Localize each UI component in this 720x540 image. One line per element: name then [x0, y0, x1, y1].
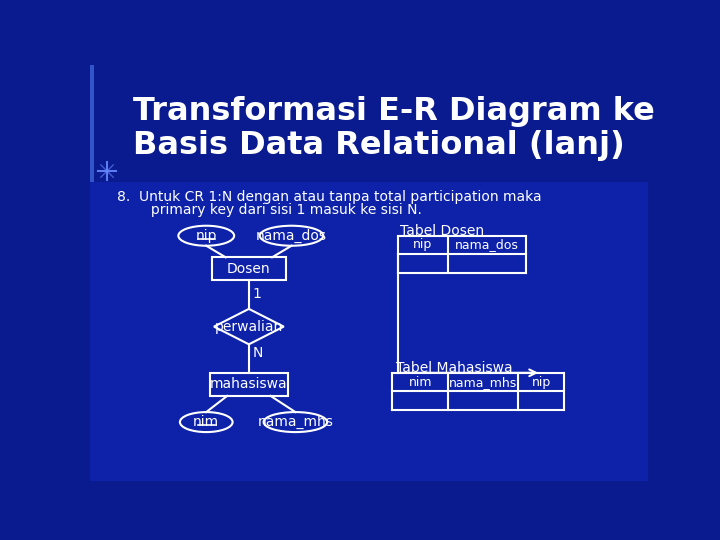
Bar [90, 65, 94, 182]
Text: Basis Data Relational (lanj): Basis Data Relational (lanj) [132, 130, 624, 161]
Text: Dosen: Dosen [227, 262, 271, 276]
Text: N: N [253, 346, 263, 360]
Text: nama_dos: nama_dos [256, 228, 327, 243]
Text: perwalian: perwalian [215, 320, 283, 334]
Bar [90, 65, 648, 182]
Text: Tabel Mahasiswa: Tabel Mahasiswa [396, 361, 513, 375]
Text: mahasiswa: mahasiswa [210, 377, 288, 392]
Text: nama_mhs: nama_mhs [258, 415, 333, 429]
Text: nama_dos: nama_dos [455, 239, 518, 252]
Text: 8.  Untuk CR 1:N dengan atau tanpa total participation maka: 8. Untuk CR 1:N dengan atau tanpa total … [117, 190, 541, 204]
Text: nama_mhs: nama_mhs [449, 375, 517, 389]
Bar [90, 182, 648, 481]
Text: Tabel Dosen: Tabel Dosen [400, 224, 484, 238]
Text: primary key dari sisi 1 masuk ke sisi N.: primary key dari sisi 1 masuk ke sisi N. [129, 204, 422, 218]
Text: nip: nip [196, 229, 217, 243]
Text: 1: 1 [253, 287, 261, 301]
Text: nim: nim [408, 375, 432, 389]
Bar [212, 257, 286, 280]
Text: nip: nip [531, 375, 551, 389]
Bar [210, 373, 287, 396]
Text: Transformasi E-R Diagram ke: Transformasi E-R Diagram ke [132, 96, 654, 126]
Text: nip: nip [413, 239, 433, 252]
Text: nim: nim [193, 415, 220, 429]
